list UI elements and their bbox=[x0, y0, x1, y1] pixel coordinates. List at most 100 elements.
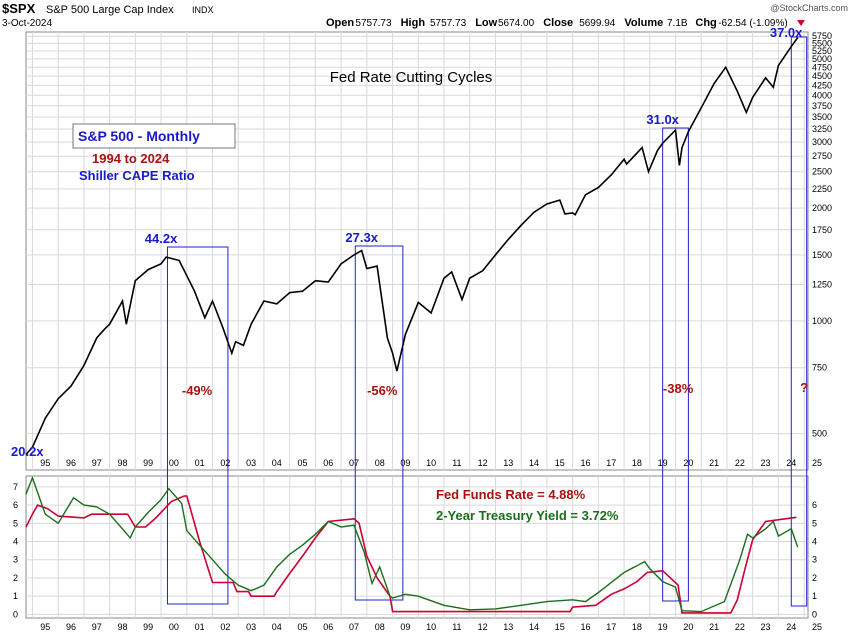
x-tick-label-top: 17 bbox=[606, 458, 616, 468]
x-tick-label-top: 11 bbox=[452, 458, 461, 468]
grid bbox=[26, 32, 808, 618]
x-tick-label-top: 95 bbox=[40, 458, 50, 468]
y-tick-label-price: 4250 bbox=[812, 80, 832, 90]
x-tick-label-top: 98 bbox=[117, 458, 127, 468]
x-tick-label-top: 02 bbox=[220, 458, 230, 468]
cape-value-label: 37.0x bbox=[770, 25, 803, 40]
x-tick-label-bottom: 09 bbox=[400, 622, 410, 632]
x-tick-label-bottom: 04 bbox=[272, 622, 282, 632]
x-tick-label-top: 12 bbox=[478, 458, 488, 468]
legend-box bbox=[72, 123, 236, 149]
x-tick-label-top: 18 bbox=[632, 458, 642, 468]
ohlc-label-3: Close bbox=[543, 17, 573, 29]
treasury-yield-line bbox=[25, 475, 799, 613]
x-tick-label-bottom: 11 bbox=[452, 622, 461, 632]
x-tick-label-bottom: 02 bbox=[220, 622, 230, 632]
x-tick-label-top: 03 bbox=[246, 458, 256, 468]
x-tick-label-top: 09 bbox=[400, 458, 410, 468]
x-tick-label-top: 06 bbox=[323, 458, 333, 468]
down-arrow-icon bbox=[797, 20, 805, 26]
ohlc-value-3: 5699.94 bbox=[579, 18, 616, 29]
drawdown-label: -56% bbox=[367, 383, 398, 398]
x-tick-label-top: 21 bbox=[709, 458, 719, 468]
x-tick-label-bottom: 03 bbox=[246, 622, 256, 632]
y-tick-label-price: 1750 bbox=[812, 225, 832, 235]
ohlc-value-5: -62.54 (-1.09%) bbox=[718, 18, 787, 29]
ohlc-label-5: Chg bbox=[695, 17, 716, 29]
x-tick-label-top: 22 bbox=[735, 458, 745, 468]
years-label: 1994 to 2024 bbox=[92, 151, 170, 166]
x-tick-label-bottom: 18 bbox=[632, 622, 642, 632]
ohlc-value-2: 5674.00 bbox=[498, 18, 535, 29]
x-tick-label-top: 97 bbox=[92, 458, 102, 468]
x-tick-label-top: 13 bbox=[503, 458, 513, 468]
y-tick-label-price: 3750 bbox=[812, 101, 832, 111]
index-name: S&P 500 Large Cap Index bbox=[46, 4, 174, 16]
ohlc-label-1: High bbox=[401, 17, 426, 29]
x-tick-label-bottom: 07 bbox=[349, 622, 359, 632]
x-tick-label-bottom: 16 bbox=[580, 622, 590, 632]
x-tick-label-bottom: 99 bbox=[143, 622, 153, 632]
x-tick-label-top: 23 bbox=[761, 458, 771, 468]
x-tick-label-bottom: 12 bbox=[478, 622, 488, 632]
cut-cycle-box bbox=[166, 246, 229, 605]
y-tick-label-price: 500 bbox=[812, 429, 827, 439]
x-tick-label-bottom: 95 bbox=[40, 622, 50, 632]
x-tick-label-bottom: 22 bbox=[735, 622, 745, 632]
x-tick-label-bottom: 08 bbox=[375, 622, 385, 632]
x-tick-label-top: 01 bbox=[195, 458, 205, 468]
x-tick-label-bottom: 21 bbox=[709, 622, 719, 632]
ohlc-value-4: 7.1B bbox=[667, 18, 688, 29]
cape-value-label: 44.2x bbox=[145, 231, 178, 246]
y-tick-label-price: 3500 bbox=[812, 112, 832, 122]
x-tick-label-top: 05 bbox=[298, 458, 308, 468]
ohlc-value-1: 5757.73 bbox=[430, 18, 467, 29]
axes: 9595969697979898999900000101020203030404… bbox=[13, 31, 832, 632]
x-tick-label-bottom: 25 bbox=[812, 622, 822, 632]
y-tick-label-price: 2750 bbox=[812, 151, 832, 161]
y-tick-label-price: 2500 bbox=[812, 167, 832, 177]
ohlc-label-4: Volume bbox=[624, 17, 663, 29]
y-tick-label-price: 4500 bbox=[812, 71, 832, 81]
y-tick-label-price: 5750 bbox=[812, 31, 832, 41]
x-tick-label-top: 96 bbox=[66, 458, 76, 468]
x-tick-label-bottom: 14 bbox=[529, 622, 539, 632]
annotations: Fed Rate Cutting Cycles S&P 500 - Monthl… bbox=[11, 25, 808, 523]
x-tick-label-top: 99 bbox=[143, 458, 153, 468]
y-tick-label-price: 5500 bbox=[812, 38, 832, 48]
y-tick-label-rate-right: 0 bbox=[812, 609, 817, 619]
y-tick-label-rate-left: 0 bbox=[13, 609, 18, 619]
watermark: @StockCharts.com bbox=[770, 3, 848, 13]
rate-panel-frame bbox=[25, 475, 809, 619]
x-tick-label-top: 25 bbox=[812, 458, 822, 468]
x-tick-label-bottom: 06 bbox=[323, 622, 333, 632]
ohlc-label-2: Low bbox=[475, 17, 497, 29]
x-tick-label-top: 14 bbox=[529, 458, 539, 468]
y-tick-label-rate-left: 6 bbox=[13, 500, 18, 510]
x-tick-label-bottom: 20 bbox=[683, 622, 693, 632]
price-panel-frame bbox=[25, 31, 809, 471]
x-tick-label-bottom: 97 bbox=[92, 622, 102, 632]
y-tick-label-price: 5000 bbox=[812, 54, 832, 64]
y-tick-label-rate-left: 4 bbox=[13, 537, 18, 547]
y-tick-label-price: 3000 bbox=[812, 137, 832, 147]
x-tick-label-top: 19 bbox=[658, 458, 668, 468]
drawdown-label: -49% bbox=[182, 383, 213, 398]
x-tick-label-bottom: 17 bbox=[606, 622, 616, 632]
fed-funds-line bbox=[25, 495, 797, 614]
drawdown-label: ? bbox=[800, 380, 808, 395]
y-tick-label-price: 3250 bbox=[812, 124, 832, 134]
y-tick-label-price: 2000 bbox=[812, 203, 832, 213]
cut-cycle-box bbox=[662, 127, 689, 602]
y-tick-label-rate-left: 2 bbox=[13, 573, 18, 583]
x-tick-label-top: 24 bbox=[786, 458, 796, 468]
x-tick-label-top: 08 bbox=[375, 458, 385, 468]
chart-date: 3-Oct-2024 bbox=[2, 18, 52, 29]
x-tick-label-top: 20 bbox=[683, 458, 693, 468]
y-tick-label-rate-right: 3 bbox=[812, 555, 817, 565]
y-tick-label-rate-right: 2 bbox=[812, 573, 817, 583]
x-tick-label-bottom: 15 bbox=[555, 622, 565, 632]
x-tick-label-bottom: 96 bbox=[66, 622, 76, 632]
x-tick-label-bottom: 98 bbox=[117, 622, 127, 632]
